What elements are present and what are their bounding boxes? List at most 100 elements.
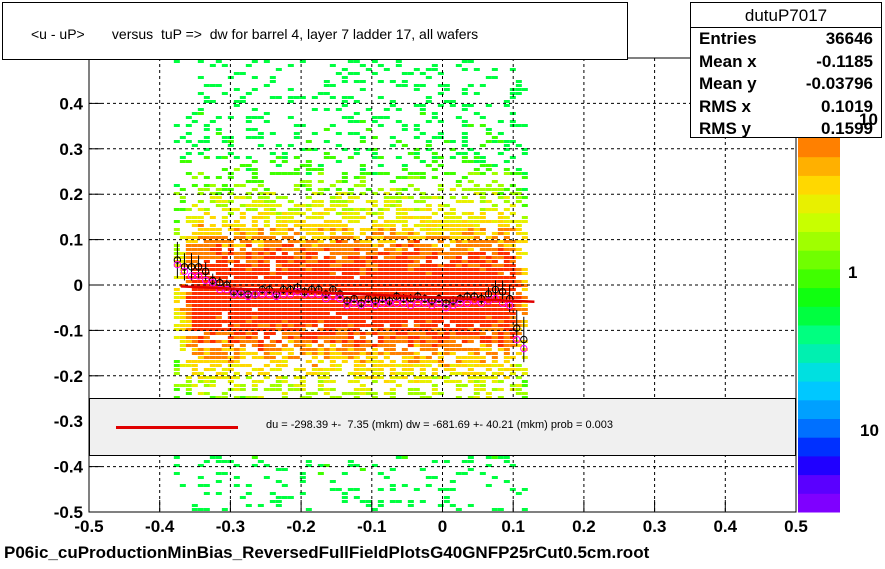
density-cell bbox=[233, 316, 240, 319]
density-cell bbox=[239, 328, 246, 331]
density-cell bbox=[521, 268, 528, 271]
density-cell bbox=[359, 300, 366, 303]
density-cell bbox=[227, 144, 234, 147]
density-cell bbox=[245, 280, 252, 283]
density-cell bbox=[443, 236, 450, 239]
x-tick-label: -0.4 bbox=[145, 517, 175, 536]
density-cell bbox=[317, 368, 324, 371]
density-cell bbox=[485, 284, 492, 287]
density-cell bbox=[281, 392, 288, 395]
density-cell bbox=[239, 96, 246, 99]
density-cell bbox=[497, 196, 504, 199]
density-cell bbox=[329, 200, 336, 203]
density-cell bbox=[341, 276, 348, 279]
density-cell bbox=[485, 376, 492, 379]
density-cell bbox=[305, 340, 312, 343]
density-cell bbox=[275, 316, 282, 319]
density-cell bbox=[203, 84, 210, 87]
density-cell bbox=[221, 296, 228, 299]
density-cell bbox=[341, 148, 348, 151]
density-cell bbox=[263, 344, 270, 347]
density-cell bbox=[299, 388, 306, 391]
density-cell bbox=[209, 296, 216, 299]
density-cell bbox=[377, 352, 384, 355]
density-cell bbox=[509, 384, 516, 387]
density-cell bbox=[449, 224, 456, 227]
density-cell bbox=[233, 232, 240, 235]
density-cell bbox=[515, 200, 522, 203]
density-cell bbox=[443, 212, 450, 215]
density-cell bbox=[377, 308, 384, 311]
density-cell bbox=[287, 172, 294, 175]
density-cell bbox=[311, 232, 318, 235]
density-cell bbox=[317, 352, 324, 355]
density-cell bbox=[173, 464, 180, 467]
density-cell bbox=[491, 288, 498, 291]
density-cell bbox=[455, 228, 462, 231]
density-cell bbox=[353, 348, 360, 351]
density-cell bbox=[515, 364, 522, 367]
density-cell bbox=[515, 332, 522, 335]
density-cell bbox=[383, 476, 390, 479]
density-cell bbox=[221, 372, 228, 375]
density-cell bbox=[479, 372, 486, 375]
density-cell bbox=[347, 116, 354, 119]
density-cell bbox=[425, 328, 432, 331]
density-cell bbox=[437, 328, 444, 331]
density-cell bbox=[509, 344, 516, 347]
density-cell bbox=[395, 268, 402, 271]
density-cell bbox=[299, 124, 306, 127]
colorbar-swatch bbox=[798, 455, 840, 476]
density-cell bbox=[503, 260, 510, 263]
density-cell bbox=[239, 72, 246, 75]
density-cell bbox=[293, 384, 300, 387]
density-cell bbox=[503, 376, 510, 379]
density-cell bbox=[407, 288, 414, 291]
density-cell bbox=[233, 360, 240, 363]
density-cell bbox=[179, 264, 186, 267]
density-cell bbox=[479, 232, 486, 235]
density-cell bbox=[221, 252, 228, 255]
density-cell bbox=[347, 316, 354, 319]
density-cell bbox=[485, 168, 492, 171]
density-cell bbox=[401, 212, 408, 215]
density-cell bbox=[401, 264, 408, 267]
density-cell bbox=[197, 288, 204, 291]
density-cell bbox=[401, 312, 408, 315]
density-cell bbox=[419, 216, 426, 219]
density-cell bbox=[371, 288, 378, 291]
density-cell bbox=[353, 272, 360, 275]
density-cell bbox=[347, 188, 354, 191]
density-cell bbox=[491, 296, 498, 299]
density-cell bbox=[425, 336, 432, 339]
density-cell bbox=[425, 268, 432, 271]
density-cell bbox=[299, 340, 306, 343]
y-tick-label: -0.5 bbox=[54, 503, 83, 522]
density-cell bbox=[521, 216, 528, 219]
density-cell bbox=[371, 116, 378, 119]
density-cell bbox=[467, 160, 474, 163]
density-cell bbox=[293, 124, 300, 127]
density-cell bbox=[293, 320, 300, 323]
density-cell bbox=[341, 264, 348, 267]
density-cell bbox=[479, 332, 486, 335]
density-cell bbox=[251, 180, 258, 183]
density-cell bbox=[407, 208, 414, 211]
density-cell bbox=[365, 68, 372, 71]
data-point bbox=[209, 279, 217, 287]
density-cell bbox=[383, 248, 390, 251]
density-cell bbox=[365, 264, 372, 267]
density-cell bbox=[245, 264, 252, 267]
density-cell bbox=[257, 196, 264, 199]
density-cell bbox=[209, 380, 216, 383]
y-tick-label: -0.1 bbox=[54, 321, 83, 340]
density-cell bbox=[443, 244, 450, 247]
density-cell bbox=[443, 312, 450, 315]
density-cell bbox=[221, 92, 228, 95]
density-cell bbox=[299, 316, 306, 319]
density-cell bbox=[353, 216, 360, 219]
density-cell bbox=[275, 384, 282, 387]
density-cell bbox=[497, 332, 504, 335]
density-cell bbox=[371, 364, 378, 367]
density-cell bbox=[191, 308, 198, 311]
